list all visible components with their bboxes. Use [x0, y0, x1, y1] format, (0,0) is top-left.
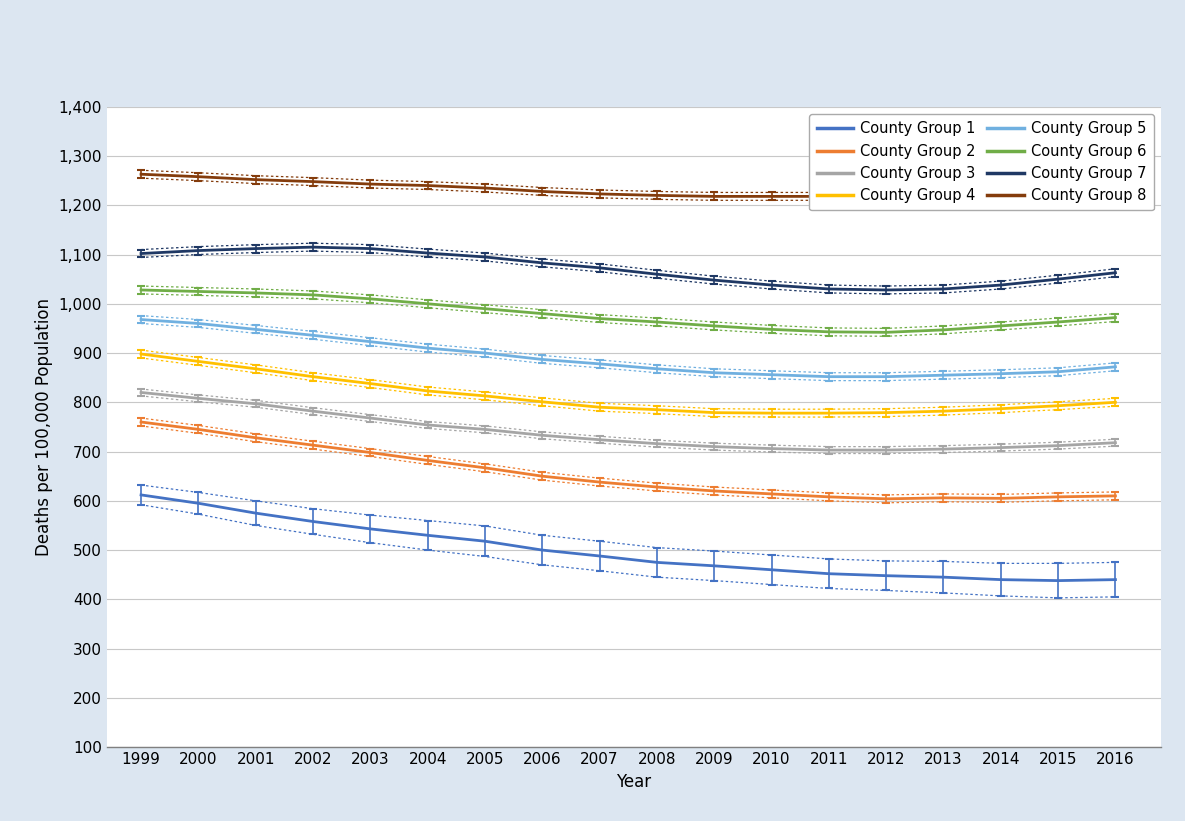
Legend: County Group 1, County Group 2, County Group 3, County Group 4, County Group 5, : County Group 1, County Group 2, County G…	[809, 114, 1154, 210]
Y-axis label: Deaths per 100,000 Population: Deaths per 100,000 Population	[34, 298, 53, 556]
X-axis label: Year: Year	[616, 773, 652, 791]
